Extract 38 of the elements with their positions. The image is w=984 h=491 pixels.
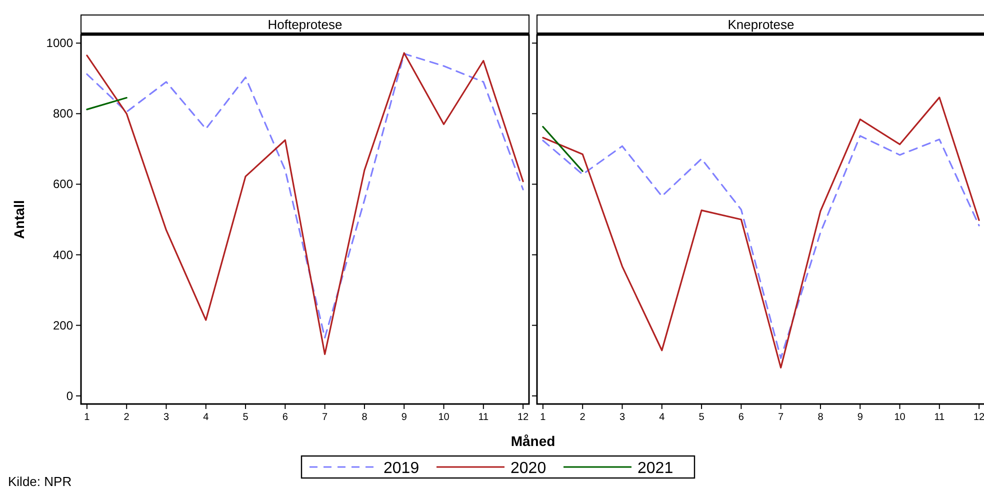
y-tick-label: 800 <box>52 106 74 121</box>
text: Kilde: NPR <box>8 474 72 489</box>
y-axis-title: Antall <box>11 200 27 239</box>
legend-label: 2020 <box>510 460 546 477</box>
x-tick-label: 5 <box>698 412 705 423</box>
x-tick-label: 10 <box>438 412 450 423</box>
x-tick-label: 4 <box>203 412 210 423</box>
x-tick-label: 12 <box>973 412 984 423</box>
x-tick-label: 2 <box>580 412 586 423</box>
x-tick-label: 9 <box>401 412 408 423</box>
x-tick-label: 9 <box>857 412 864 423</box>
x-tick-label: 8 <box>362 412 368 423</box>
y-tick-label: 400 <box>52 248 74 262</box>
chart-title: Kneprotese <box>728 17 794 32</box>
x-tick-label: 11 <box>934 412 946 423</box>
y-tick-label: 200 <box>52 318 74 332</box>
legend-label: 2019 <box>384 460 420 477</box>
x-tick-label: 6 <box>738 412 744 423</box>
x-tick-label: 6 <box>282 412 288 423</box>
x-tick-label: 11 <box>478 412 490 423</box>
x-tick-label: 12 <box>517 412 530 423</box>
x-tick-label: 4 <box>659 412 666 423</box>
x-axis-title: Måned <box>510 433 556 449</box>
x-tick-label: 3 <box>619 412 626 423</box>
x-tick-label: 3 <box>163 412 170 423</box>
legend-label: 2021 <box>638 460 674 477</box>
x-tick-label: 2 <box>124 412 130 423</box>
x-tick-label: 10 <box>894 412 906 423</box>
y-tick-label: 1000 <box>46 36 74 50</box>
chart-title: Hofteprotese <box>268 17 342 32</box>
x-tick-label: 1 <box>84 412 90 423</box>
x-tick-label: 5 <box>242 412 249 423</box>
x-tick-label: 7 <box>778 412 784 423</box>
x-tick-label: 7 <box>322 412 328 423</box>
x-tick-label: 8 <box>818 412 824 423</box>
x-tick-label: 1 <box>540 412 546 423</box>
y-tick-label: 0 <box>66 388 74 403</box>
y-tick-label: 600 <box>52 177 74 192</box>
